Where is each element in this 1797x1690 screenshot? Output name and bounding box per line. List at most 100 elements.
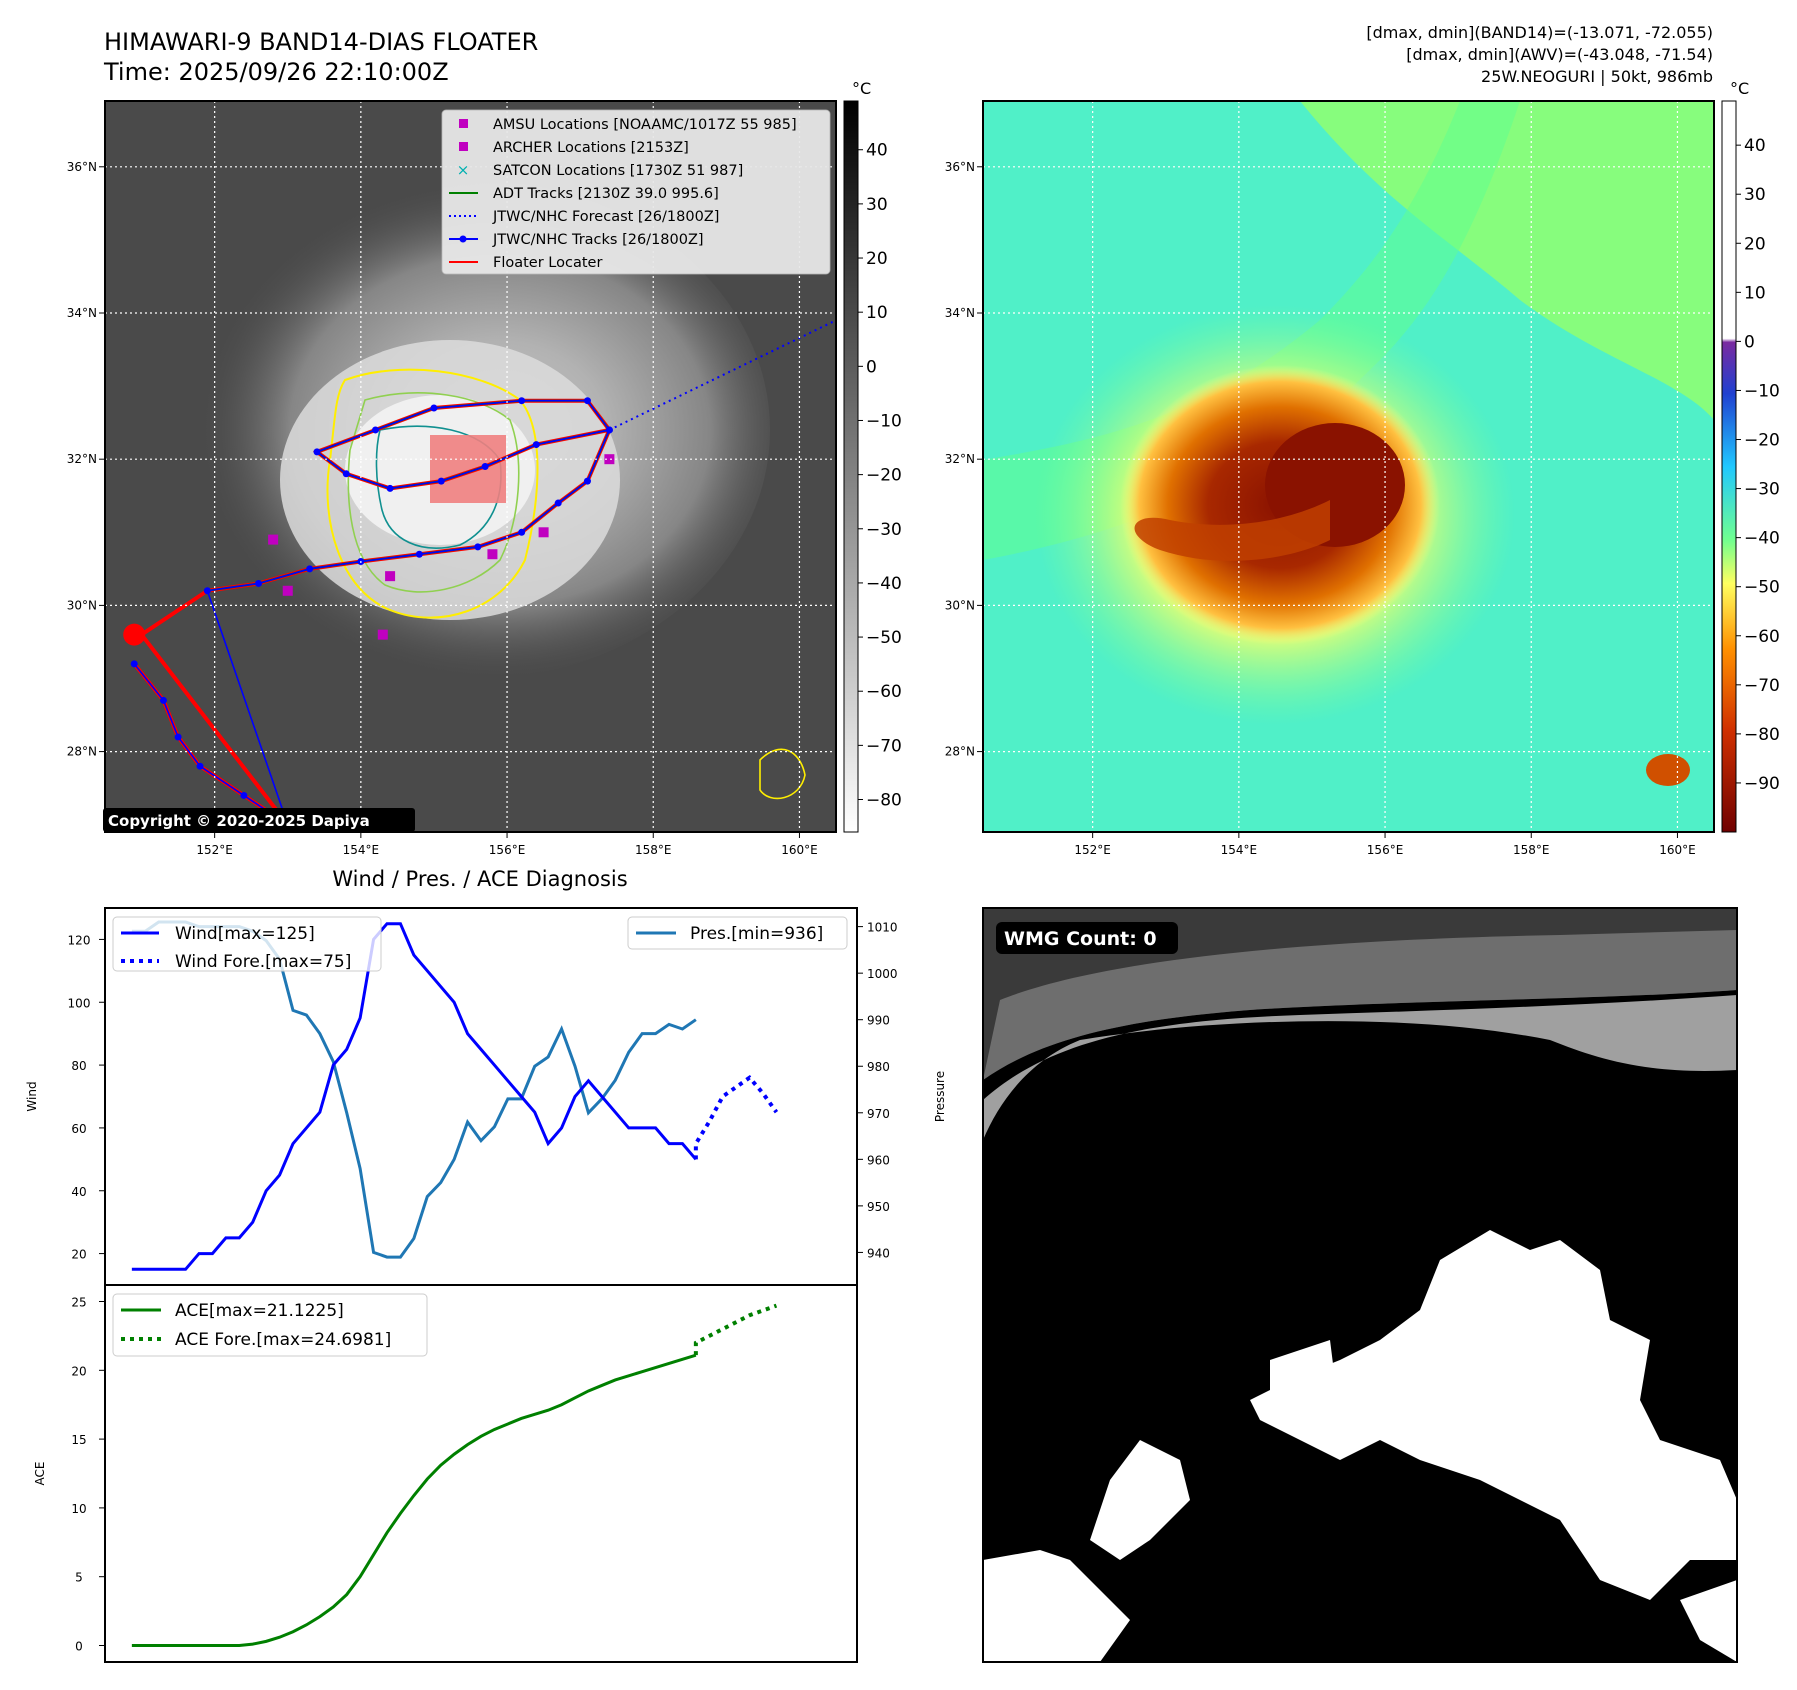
wmg-moist-region-right: [1680, 1580, 1737, 1662]
jtwc-point: [415, 550, 423, 558]
legend-marker-square: [459, 142, 468, 151]
legend-item[interactable]: × SATCON Locations [1730Z 51 987]: [457, 161, 744, 179]
pressure-y-tick-label: 1010: [867, 921, 898, 935]
wmg-band-light: [983, 995, 1737, 1140]
wind-y-tick-label: 20: [71, 1248, 86, 1262]
legend-item[interactable]: JTWC/NHC Tracks [26/1800Z]: [449, 232, 704, 248]
ir-colorbar-unit: °C: [852, 79, 871, 98]
amsu-marker: [538, 527, 549, 538]
copyright-text: Copyright © 2020-2025 Dapiya: [108, 812, 370, 830]
ace-chart[interactable]: 0 5 10 15 20 25 ACE ACE[max=21.1225] ACE Fore.[m…: [33, 1284, 858, 1663]
legend-item[interactable]: Floater Locater: [449, 255, 602, 271]
figure-time: Time: 2025/09/26 22:10:00Z: [103, 58, 449, 86]
floater-box: [430, 435, 506, 503]
jtwc-point: [437, 477, 445, 485]
pressure-y-tick-label: 970: [867, 1107, 890, 1121]
wind-forecast-line: [693, 1074, 779, 1160]
awv-colorbar-bar: [1721, 100, 1737, 833]
awv-lat-label: 34°N: [945, 306, 975, 320]
jtwc-point: [532, 441, 540, 449]
jtwc-point: [518, 397, 526, 405]
ir-lat-label: 30°N: [67, 598, 97, 612]
ace-y-tick-label: 20: [71, 1364, 86, 1378]
awv-colorbar-tick-label: −30: [1744, 480, 1780, 500]
copyright-badge: Copyright © 2020-2025 Dapiya: [103, 808, 415, 832]
wind-y-tick-label: 60: [71, 1122, 86, 1136]
map-legend-box: [441, 109, 831, 275]
wmg-moist-region-left: [1090, 1440, 1190, 1560]
awv-se-cell: [1646, 754, 1690, 786]
floater-start-marker: [123, 623, 146, 646]
wind-axis-label: Wind: [25, 1081, 39, 1111]
amsu-marker: [377, 629, 388, 640]
wmg-frame: [982, 907, 1738, 1663]
legend-label: Floater Locater: [493, 255, 602, 271]
wind-y-tick-label: 40: [71, 1185, 86, 1199]
jtwc-point: [255, 579, 263, 587]
ir-map-frame: [104, 100, 837, 833]
jtwc-point: [481, 463, 489, 470]
ir-lon-label: 160°E: [781, 843, 818, 857]
ir-colorbar-tick-label: 40: [866, 141, 888, 161]
awv-colorbar-tick-label: −60: [1744, 627, 1780, 647]
wind-legend-box: [112, 916, 382, 972]
jtwc-point: [203, 587, 211, 595]
jtwc-point: [240, 791, 248, 799]
map-legend[interactable]: AMSU Locations [NOAAMC/1017Z 55 985] ARCH…: [441, 109, 831, 275]
pressure-legend-label: Pres.[min=936]: [690, 924, 823, 944]
legend-label: SATCON Locations [1730Z 51 987]: [493, 163, 743, 179]
ir-map-panel[interactable]: 152°E 154°E 156°E 158°E 160°E 36°N 34°N 32°N 30°…: [67, 100, 837, 857]
awv-dry-band: [983, 101, 1714, 420]
ace-y-tick-label: 10: [71, 1502, 86, 1516]
ace-y-tick-label: 5: [75, 1571, 83, 1585]
wind-legend-label: Wind[max=125]: [175, 924, 315, 944]
ir-colorbar-tick-label: −80: [866, 791, 902, 811]
awv-map-frame: [982, 100, 1715, 833]
legend-item[interactable]: AMSU Locations [NOAAMC/1017Z 55 985]: [459, 117, 797, 133]
awv-colorbar-tick-label: 10: [1744, 283, 1766, 303]
legend-marker-square: [459, 119, 468, 128]
ace-series-line: [131, 1353, 697, 1647]
wind-y-tick-label: 100: [68, 996, 91, 1010]
jtwc-point: [583, 477, 591, 485]
awv-lon-label: 154°E: [1221, 843, 1258, 857]
jtwc-point: [386, 484, 394, 492]
copyright-bg: [103, 808, 415, 832]
awv-spiral-arm: [1134, 500, 1330, 561]
ir-colorbar-tick-label: 20: [866, 249, 888, 269]
awv-colorbar-tick-label: −70: [1744, 676, 1780, 696]
ir-lat-label: 32°N: [67, 452, 97, 466]
wind-pressure-chart[interactable]: 20 40 60 80 100 120 940 950 960 970 980 990 1000 1010…: [25, 907, 947, 1286]
jtwc-point: [342, 470, 350, 478]
stats-line-1: [dmax, dmin](BAND14)=(-13.071, -72.055): [1366, 23, 1713, 42]
awv-colorbar-tick-label: 40: [1744, 136, 1766, 156]
ir-colorbar-tick-label: 10: [866, 303, 888, 323]
jtwc-point: [474, 543, 482, 551]
ir-colorbar-tick-label: −50: [866, 628, 902, 648]
jtwc-point: [313, 448, 321, 456]
ir-colorbar-bar: [843, 100, 859, 833]
amsu-marker: [282, 585, 293, 596]
jtwc-point: [518, 528, 526, 536]
figure-title: HIMAWARI-9 BAND14-DIAS FLOATER: [104, 28, 538, 56]
legend-item[interactable]: ARCHER Locations [2153Z]: [459, 140, 689, 156]
pressure-y-tick-label: 1000: [867, 967, 898, 981]
amsu-marker: [385, 571, 396, 582]
awv-lat-label: 30°N: [945, 598, 975, 612]
ir-lon-label: 158°E: [635, 843, 672, 857]
ir-colorbar-tick-label: −70: [866, 736, 902, 756]
ir-colorbar-tick-label: 30: [866, 195, 888, 215]
wmg-panel[interactable]: WMG Count: 0: [982, 907, 1738, 1663]
awv-map-panel[interactable]: 152°E 154°E 156°E 158°E 160°E 36°N 34°N 32°N 30°…: [945, 100, 1715, 857]
pressure-y-tick-label: 990: [867, 1014, 890, 1028]
awv-colorbar-tick-label: −50: [1744, 578, 1780, 598]
awv-colorbar-tick-label: 30: [1744, 185, 1766, 205]
jtwc-point: [174, 733, 182, 741]
awv-colorbar-tick-label: −80: [1744, 725, 1780, 745]
legend-item[interactable]: ADT Tracks [2130Z 39.0 995.6]: [449, 186, 719, 202]
legend-item[interactable]: JTWC/NHC Forecast [26/1800Z]: [449, 209, 719, 225]
amsu-marker: [487, 549, 498, 560]
amsu-marker: [268, 534, 279, 545]
awv-colorbar-tick-label: −10: [1744, 381, 1780, 401]
